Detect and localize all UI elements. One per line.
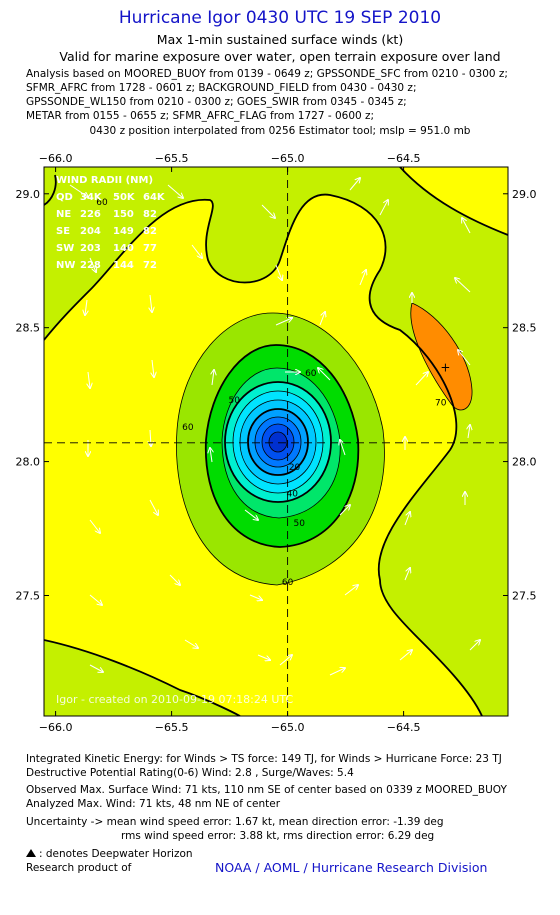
contour-line-60-southwest <box>44 639 241 716</box>
contour-line-50 <box>204 344 360 548</box>
x-tick-label: −65.0 <box>271 152 305 165</box>
contour-label: 60 <box>182 423 194 433</box>
wind-radii-cell: 82 <box>143 209 157 220</box>
chart-title: Hurricane Igor 0430 UTC 19 SEP 2010 <box>118 8 442 28</box>
wind-vectors <box>69 178 480 676</box>
contour-label: 40 <box>287 490 299 500</box>
position-note: 0430 z position interpolated from 0256 E… <box>89 125 471 137</box>
wind-radii-cell: 82 <box>143 226 157 237</box>
contour-label: 60 <box>305 369 317 379</box>
wind-radii-cell: 144 <box>113 260 134 271</box>
contour-label: 50 <box>293 519 305 529</box>
center-crosshair <box>44 167 508 716</box>
wind-radii-cell: SW <box>56 243 74 254</box>
wind-radii-table: WIND RADII (NM) QD 34K 50K 64K NE 226 150 82 SE 2… <box>56 175 166 271</box>
analysis-sources: Analysis based on MOORED_BUOY from 0139 … <box>26 67 508 123</box>
y-tick-label: 28.0 <box>512 456 537 469</box>
deepwater-horizon-text: : denotes Deepwater Horizon <box>39 848 193 860</box>
wind-radii-cell: NE <box>56 209 71 220</box>
wind-radii-cell: 50K <box>113 192 136 203</box>
y-tick-label: 28.5 <box>16 322 41 335</box>
contour-region-blue-4 <box>269 432 287 452</box>
contour-line-40 <box>224 381 332 503</box>
contour-region-light-green <box>44 167 508 716</box>
x-tick-label: −65.5 <box>155 152 189 165</box>
wind-radii-cell: NW <box>56 260 75 271</box>
contour-label: 20 <box>289 463 301 473</box>
created-label: Igor - created on 2010-09-19 07:18:24 UT… <box>56 693 293 706</box>
uncertainty-line-2: rms wind speed error: 3.88 kt, rms direc… <box>121 830 435 842</box>
y-tick-label: 27.5 <box>16 589 41 602</box>
wind-radii-cell: 34K <box>80 192 103 203</box>
chart-subtitle-2: Valid for marine exposure over water, op… <box>59 49 501 64</box>
x-axis-ticks: −66.0 −66.0 −65.5 −65.5 −65.0 −65.0 −64.5 −64.5 <box>39 152 421 734</box>
contour-line-35 <box>232 390 324 494</box>
wind-radii-cell: 149 <box>113 226 134 237</box>
analysis-line: SFMR_AFRC from 1728 - 0601 z; BACKGROUND… <box>26 82 417 94</box>
contour-region-light-green-south <box>44 640 240 716</box>
y-tick-label: 28.0 <box>16 456 41 469</box>
contour-label: 60 <box>282 578 294 588</box>
y-tick-label: 27.5 <box>512 589 537 602</box>
contour-line-60-east <box>44 193 483 716</box>
wind-radii-cell: 228 <box>80 260 101 271</box>
analysis-line: Analysis based on MOORED_BUOY from 0139 … <box>26 68 508 80</box>
contour-line-5 <box>268 431 288 453</box>
x-tick-label: −64.5 <box>387 721 421 734</box>
max-wind-marker: + <box>440 360 450 374</box>
wind-radii-cell: 150 <box>113 209 134 220</box>
y-tick-label: 29.0 <box>512 188 537 201</box>
wind-radii-cell: 203 <box>80 243 101 254</box>
x-tick-label: −65.0 <box>271 721 305 734</box>
research-product-label: Research product of <box>26 862 132 874</box>
contour-label: 60 <box>96 198 108 208</box>
wind-radii-cell: 72 <box>143 260 157 271</box>
noaa-link[interactable]: NOAA / AOML / Hurricane Research Divisio… <box>215 860 488 875</box>
wind-radii-header: WIND RADII (NM) <box>56 175 153 186</box>
wind-radii-cell: 226 <box>80 209 101 220</box>
wind-field-map: + 60 60 60 60 50 50 40 20 70 WIND RADII (NM) QD 3… <box>16 152 537 734</box>
wind-radii-cell: 204 <box>80 226 101 237</box>
x-tick-label: −65.5 <box>155 721 189 734</box>
wind-radii-cell: 77 <box>143 243 157 254</box>
contour-line-20 <box>247 408 309 476</box>
wind-radii-cell: 64K <box>143 192 166 203</box>
x-tick-label: −66.0 <box>39 152 73 165</box>
deepwater-horizon-note: : denotes Deepwater Horizon <box>26 847 193 861</box>
contour-label: 70 <box>435 399 447 409</box>
analysis-line: METAR from 0155 - 0655 z; SFMR_AFRC_FLAG… <box>26 110 375 122</box>
contour-line-60-north <box>399 167 508 236</box>
y-tick-label: 29.0 <box>16 188 41 201</box>
wind-radii-cell: QD <box>56 192 73 203</box>
filled-contours: + 60 60 60 60 50 50 40 20 70 WIND RADII (NM) QD 3… <box>44 167 508 716</box>
wind-radii-cell: 140 <box>113 243 134 254</box>
wind-radii-cell: SE <box>56 226 70 237</box>
contour-line-30 <box>239 399 317 485</box>
x-tick-label: −64.5 <box>387 152 421 165</box>
observed-max-line: Observed Max. Surface Wind: 71 kts, 110 … <box>26 784 507 796</box>
dpr-line: Destructive Potential Rating(0-6) Wind: … <box>26 767 354 779</box>
y-tick-label: 28.5 <box>512 322 537 335</box>
x-tick-label: −66.0 <box>39 721 73 734</box>
contour-line-10 <box>261 423 295 461</box>
y-axis-ticks: 29.0 29.0 28.5 28.5 28.0 28.0 27.5 27.5 <box>16 188 537 603</box>
contour-label: 50 <box>229 396 241 406</box>
contour-line-55 <box>176 312 385 586</box>
contour-labels: 60 60 60 60 50 50 40 20 70 <box>96 198 446 588</box>
plot-frame <box>43 166 509 717</box>
deepwater-horizon-icon <box>26 849 36 857</box>
uncertainty-line-1: Uncertainty -> mean wind speed error: 1.… <box>26 816 444 828</box>
analysis-line: GPSSONDE_WL150 from 0210 - 0300 z; GOES_… <box>26 96 407 108</box>
chart-subtitle-1: Max 1-min sustained surface winds (kt) <box>156 32 404 47</box>
contour-lines <box>44 167 508 716</box>
contour-line-45 <box>221 367 341 519</box>
contour-line-15 <box>254 416 302 468</box>
ike-line: Integrated Kinetic Energy: for Winds > T… <box>26 753 502 765</box>
contour-line-60-corner <box>44 174 57 206</box>
analyzed-max-line: Analyzed Max. Wind: 71 kts, 48 nm NE of … <box>26 798 281 810</box>
